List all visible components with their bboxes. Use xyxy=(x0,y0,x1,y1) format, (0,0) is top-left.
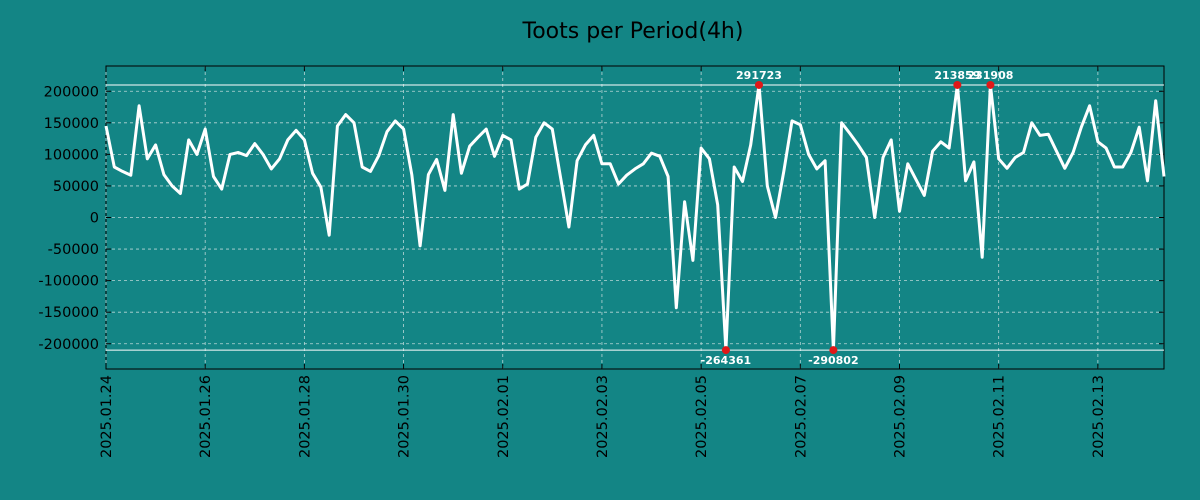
x-tick-label: 2025.02.05 xyxy=(694,375,710,458)
outlier-value-label: -290802 xyxy=(808,354,859,367)
x-tick-label: 2025.01.30 xyxy=(397,375,413,458)
x-tick-label: 2025.02.11 xyxy=(992,375,1008,458)
outlier-marker xyxy=(953,80,962,89)
y-tick-label: 0 xyxy=(90,211,99,227)
y-tick-label: -50000 xyxy=(48,242,99,258)
x-tick-label: 2025.01.28 xyxy=(297,375,313,458)
chart-title: Toots per Period(4h) xyxy=(522,19,744,44)
series-layer xyxy=(104,83,1166,352)
y-tick-label: -150000 xyxy=(38,305,99,321)
outlier-value-label: 231908 xyxy=(967,69,1013,82)
x-tick-label: 2025.02.01 xyxy=(496,375,512,458)
x-tick-label: 2025.02.13 xyxy=(1091,375,1107,458)
x-tick-label: 2025.02.03 xyxy=(595,375,611,458)
series-line-toots xyxy=(104,83,1166,352)
outlier-marker xyxy=(986,80,995,89)
y-tick-label: 100000 xyxy=(44,147,99,163)
outlier-marker xyxy=(829,346,838,355)
x-tick-label: 2025.02.09 xyxy=(893,375,909,458)
y-tick-label: 150000 xyxy=(44,116,99,132)
outlier-value-label: -264361 xyxy=(701,354,752,367)
outlier-marker xyxy=(721,346,730,355)
y-tick-label: -200000 xyxy=(38,337,99,353)
y-tick-label: -100000 xyxy=(38,274,99,290)
x-tick-label: 2025.01.26 xyxy=(198,375,214,458)
grid-layer xyxy=(105,66,1164,369)
outlier-value-label: 291723 xyxy=(736,69,782,82)
axis-ticks: 200000 150000 100000 50000 0 -50000 -100000 -15… xyxy=(38,66,1164,458)
x-tick-label: 2025.01.24 xyxy=(99,375,115,458)
outlier-marker xyxy=(754,80,763,89)
y-tick-label: 50000 xyxy=(53,179,99,195)
x-tick-label: 2025.02.07 xyxy=(793,375,809,458)
y-tick-label: 200000 xyxy=(44,84,99,100)
outlier-value-label: 213859 xyxy=(934,69,980,82)
